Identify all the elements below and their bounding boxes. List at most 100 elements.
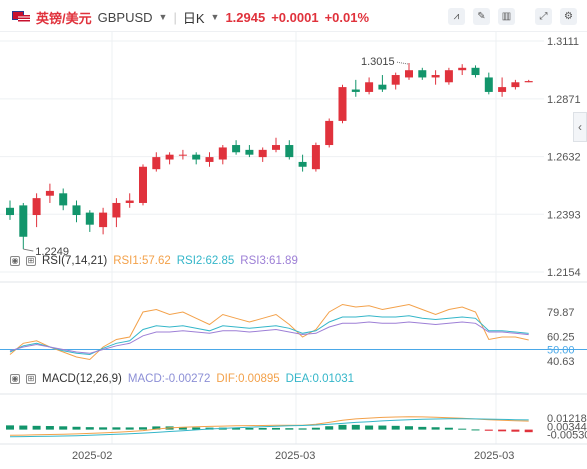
macd-histogram-bar [125, 427, 134, 430]
symbol-bar: 英镑/美元 GBPUSD ▼ | 日K ▼ 1.2945 +0.0001 +0.… [12, 8, 369, 26]
macd-histogram-bar [232, 427, 241, 430]
candle-body [85, 212, 94, 225]
candle-body [192, 154, 201, 160]
collapse-panel-chevron-icon[interactable]: ‹ [573, 112, 587, 142]
candle-body [405, 70, 413, 78]
macd-histogram-bar [431, 427, 440, 430]
rsi-series-line-rsi1 [9, 303, 529, 361]
pair-code[interactable]: GBPUSD [97, 9, 153, 25]
last-price: 1.2945 [225, 9, 266, 25]
candle-body [165, 154, 174, 160]
visibility-toggle-icon[interactable]: ◉ [10, 374, 20, 384]
candle-body [45, 190, 54, 196]
macd-histogram-bar [405, 426, 413, 430]
macd-histogram-bar [152, 426, 161, 430]
candle-body [245, 149, 254, 155]
candle-body [391, 75, 400, 85]
macd-histogram-bar [325, 426, 334, 430]
macd-histogram-bar [471, 429, 480, 431]
price-change: +0.0001 [271, 9, 319, 25]
macd-legend: ◉ ⊞ MACD(12,26,9) MACD:-0.00272 DIF:0.00… [10, 373, 354, 385]
macd-histogram-bar [378, 425, 387, 430]
macd-histogram-bar [351, 424, 360, 430]
rsi-tick-label: 79.87 [547, 307, 575, 319]
candle-body [351, 89, 360, 92]
expand-icon[interactable]: ⤢ [535, 8, 552, 25]
time-axis-label: 2025-03 [275, 450, 315, 462]
macd-histogram-bar [311, 427, 320, 430]
candle-body [258, 149, 267, 158]
indicator-icon[interactable]: ▥ [498, 8, 515, 25]
price-tick-label: 1.2154 [547, 267, 581, 279]
macd-histogram-bar [298, 428, 307, 430]
macd-histogram-bar [19, 425, 28, 430]
rsi2-value: RSI2:62.85 [176, 255, 235, 267]
macd-dea-line [9, 418, 529, 438]
macd-histogram-bar [285, 428, 294, 430]
macd-tick-label: -0.00530 [547, 430, 587, 442]
rsi-tick-label: 40.63 [547, 356, 575, 368]
candle-body [285, 145, 294, 158]
chart-header: 英镑/美元 GBPUSD ▼ | 日K ▼ 1.2945 +0.0001 +0.… [0, 0, 587, 32]
macd-histogram-bar [498, 429, 507, 432]
timeframe-selector[interactable]: 日K [182, 10, 205, 26]
macd-histogram-bar [391, 425, 400, 430]
indicator-settings-icon[interactable]: ⊞ [26, 374, 36, 384]
candle-body [484, 77, 493, 92]
dif-value: DIF:0.00895 [216, 373, 280, 385]
macd-histogram-bar [272, 427, 280, 430]
candle-body [99, 212, 108, 228]
macd-histogram-bar [245, 428, 254, 430]
macd-histogram-bar [484, 429, 493, 431]
candle-body [444, 70, 453, 83]
macd-histogram-bar [6, 425, 14, 430]
candle-body [19, 205, 28, 237]
price-tick-label: 1.2871 [547, 94, 581, 106]
macd-tick-label: 0.00344 [547, 421, 587, 433]
candle-body [139, 166, 147, 203]
macd-histogram-bar [511, 429, 520, 432]
macd-histogram-bar [139, 427, 147, 430]
candle-body [152, 157, 161, 170]
candle-body [178, 154, 187, 156]
time-axis-label: 2025-03 [474, 450, 514, 462]
candle-body [125, 200, 134, 203]
price-tick-label: 1.2632 [547, 152, 581, 164]
rsi-indicator-name[interactable]: RSI(7,14,21) [42, 255, 108, 267]
candle-body [418, 70, 427, 78]
macd-histogram-bar [59, 426, 68, 430]
macd-histogram-bar [192, 427, 201, 430]
candle-body [272, 145, 280, 150]
macd-indicator-name[interactable]: MACD(12,26,9) [42, 373, 122, 385]
price-tick-label: 1.2393 [547, 209, 581, 221]
rsi-tick-label: 50.00 [547, 345, 575, 357]
candle-body [431, 75, 440, 78]
pair-name-cn[interactable]: 英镑/美元 [36, 10, 92, 26]
compare-icon[interactable]: ⩘ [448, 8, 465, 25]
macd-value: MACD:-0.00272 [127, 373, 211, 385]
toolbar: ⩘ ✎ ▥ ⤢ ⚙ [448, 8, 577, 25]
visibility-toggle-icon[interactable]: ◉ [10, 256, 20, 266]
candle-body [511, 82, 520, 88]
indicator-settings-icon[interactable]: ⊞ [26, 256, 36, 266]
dea-value: DEA:0.01031 [285, 373, 355, 385]
candle-body [232, 145, 241, 153]
macd-tick-label: 0.01218 [547, 413, 587, 425]
pencil-icon[interactable]: ✎ [473, 8, 490, 25]
timeframe-dropdown-caret-icon[interactable]: ▼ [210, 12, 220, 22]
symbol-dropdown-caret-icon[interactable]: ▼ [158, 12, 168, 22]
candle-body [205, 157, 214, 162]
macd-histogram-bar [85, 427, 94, 430]
settings-icon[interactable]: ⚙ [560, 8, 577, 25]
time-axis-label: 2025-02 [72, 450, 112, 462]
macd-histogram-bar [32, 425, 41, 430]
candle-body [325, 120, 334, 146]
macd-histogram-bar [524, 429, 533, 433]
rsi-series-line-rsi3 [9, 321, 529, 354]
rsi1-value: RSI1:57.62 [113, 255, 171, 267]
chart-canvas[interactable]: 1.3111 1.2871 1.2632 1.2393 1.2154 1.2249 1.30… [0, 32, 587, 469]
macd-histogram-bar [178, 426, 187, 430]
macd-histogram-bar [444, 427, 453, 430]
candle-body [32, 198, 41, 216]
gbp-usd-flag-icon [12, 11, 30, 23]
